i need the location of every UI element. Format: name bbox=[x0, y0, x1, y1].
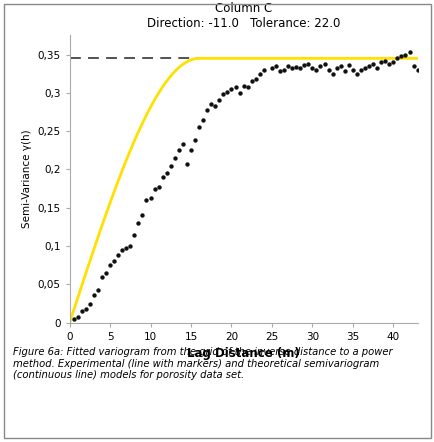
Point bbox=[224, 88, 230, 95]
Point bbox=[276, 68, 283, 75]
Point bbox=[138, 212, 145, 219]
Point bbox=[179, 141, 186, 148]
Point bbox=[413, 66, 420, 73]
Point bbox=[288, 64, 295, 71]
Point bbox=[312, 66, 319, 73]
Point bbox=[203, 106, 210, 113]
Point bbox=[252, 76, 259, 83]
Point bbox=[401, 51, 408, 58]
Point bbox=[332, 65, 339, 72]
Point bbox=[118, 246, 125, 253]
Point bbox=[284, 62, 291, 69]
Point bbox=[409, 62, 416, 69]
Point bbox=[90, 292, 97, 299]
Point bbox=[397, 53, 404, 60]
Point bbox=[260, 66, 267, 73]
Point bbox=[341, 68, 348, 75]
Point bbox=[300, 62, 307, 69]
Point bbox=[143, 197, 150, 204]
Point bbox=[385, 60, 392, 67]
Point bbox=[171, 154, 178, 161]
Point bbox=[365, 62, 372, 69]
Point bbox=[357, 66, 364, 73]
Point bbox=[336, 62, 343, 69]
Point bbox=[272, 62, 279, 69]
Point bbox=[219, 91, 226, 98]
Point bbox=[316, 62, 323, 69]
Point bbox=[86, 300, 93, 307]
Point bbox=[159, 174, 166, 181]
Y-axis label: Semi-Variance γ(h): Semi-Variance γ(h) bbox=[22, 130, 32, 229]
Point bbox=[349, 66, 355, 73]
Point bbox=[163, 170, 170, 177]
Point bbox=[405, 49, 412, 56]
X-axis label: Lag Distance (m): Lag Distance (m) bbox=[187, 347, 299, 360]
Point bbox=[211, 102, 218, 109]
Point bbox=[102, 269, 109, 276]
Point bbox=[369, 60, 376, 67]
Point bbox=[207, 101, 214, 108]
Point bbox=[106, 262, 113, 269]
Point bbox=[361, 64, 368, 71]
Point bbox=[236, 89, 243, 96]
Point bbox=[268, 65, 275, 72]
Point bbox=[167, 162, 174, 169]
Point bbox=[151, 185, 158, 192]
Point bbox=[183, 160, 190, 168]
Point bbox=[377, 59, 384, 66]
Point bbox=[308, 64, 315, 71]
Point bbox=[195, 123, 202, 130]
Point bbox=[187, 147, 194, 154]
Point bbox=[110, 258, 117, 265]
Point bbox=[82, 305, 89, 312]
Point bbox=[248, 78, 255, 85]
Point bbox=[280, 66, 287, 73]
Point bbox=[199, 116, 206, 123]
Point bbox=[70, 315, 77, 322]
Point bbox=[381, 57, 388, 64]
Point bbox=[296, 65, 303, 72]
Point bbox=[98, 273, 105, 280]
Text: Figure 6a: Fitted variogram from the grid of the inverse distance to a power
met: Figure 6a: Fitted variogram from the gri… bbox=[13, 347, 392, 380]
Point bbox=[155, 183, 162, 191]
Point bbox=[135, 220, 141, 227]
Point bbox=[175, 147, 182, 154]
Point bbox=[231, 83, 238, 90]
Point bbox=[389, 59, 396, 66]
Point bbox=[115, 251, 122, 259]
Point bbox=[227, 85, 234, 92]
Point bbox=[147, 194, 154, 201]
Point bbox=[240, 82, 247, 89]
Point bbox=[329, 70, 335, 77]
Point bbox=[78, 308, 85, 315]
Point bbox=[256, 70, 263, 77]
Title: Column C
Direction: -11.0   Tolerance: 22.0: Column C Direction: -11.0 Tolerance: 22.… bbox=[147, 2, 339, 30]
Point bbox=[74, 314, 81, 321]
Point bbox=[320, 61, 327, 68]
Point bbox=[191, 137, 198, 144]
Point bbox=[122, 244, 129, 251]
Point bbox=[243, 84, 250, 91]
Point bbox=[345, 62, 352, 69]
Point bbox=[324, 66, 331, 73]
Point bbox=[373, 65, 380, 72]
Point bbox=[304, 60, 311, 67]
Point bbox=[292, 63, 299, 70]
Point bbox=[393, 55, 400, 62]
Point bbox=[94, 287, 101, 294]
Point bbox=[127, 243, 134, 250]
Point bbox=[215, 97, 222, 104]
Point bbox=[352, 70, 359, 77]
Point bbox=[131, 231, 138, 238]
